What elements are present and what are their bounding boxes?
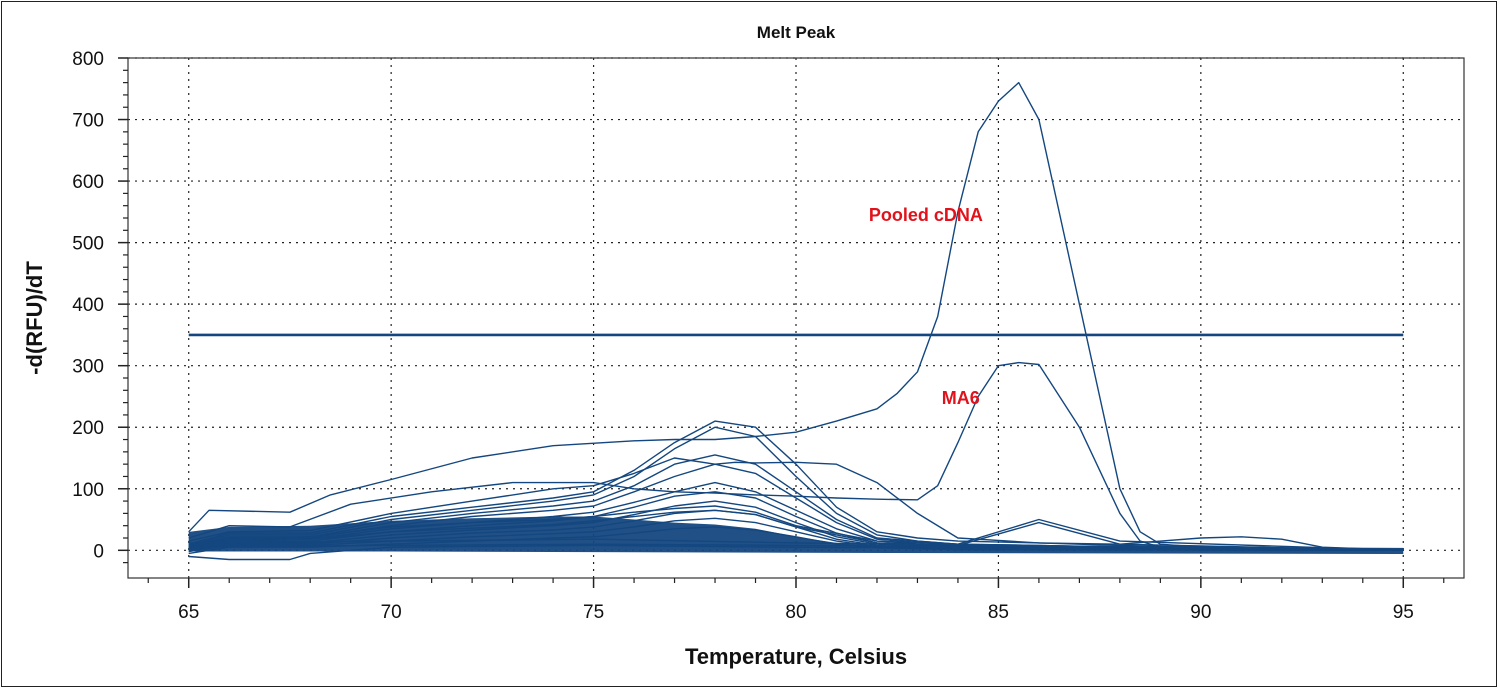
y-tick-label: 600 <box>72 172 104 193</box>
series-lines <box>188 81 1404 561</box>
x-tick-label: 85 <box>988 602 1009 623</box>
melt-curve-line <box>188 81 1404 551</box>
melt-curve-line <box>188 505 1404 551</box>
x-tick-label: 65 <box>178 602 199 623</box>
y-tick-label: 800 <box>72 49 104 70</box>
y-tick-label: 100 <box>72 480 104 501</box>
melt-curve-line <box>188 544 1404 561</box>
x-axis-label: Temperature, Celsius <box>685 644 907 669</box>
x-tick-label: 75 <box>583 602 604 623</box>
axes: 65 70 75 80 85 90 95 0 100 200 300 400 500 600 700 800 <box>72 49 1465 623</box>
melt-curve-line <box>188 509 1404 551</box>
y-tick-label: 0 <box>93 541 104 562</box>
y-tick-label: 200 <box>72 418 104 439</box>
y-tick-label: 700 <box>72 111 104 132</box>
melt-curve-line <box>188 491 1404 551</box>
annotation-pooled-cdna: Pooled cDNA <box>869 205 983 225</box>
melt-curve-line <box>188 457 1404 551</box>
y-tick-label: 500 <box>72 234 104 255</box>
x-tick-label: 70 <box>381 602 402 623</box>
x-tick-label: 90 <box>1190 602 1211 623</box>
x-tick-label: 95 <box>1393 602 1414 623</box>
melt-curve-line <box>188 538 1404 550</box>
melt-curve-line <box>188 481 1404 551</box>
y-tick-label: 300 <box>72 357 104 378</box>
y-axis-label: -d(RFU)/dT <box>22 261 47 375</box>
y-tick-label: 400 <box>72 295 104 316</box>
melt-curve-line <box>188 420 1404 551</box>
grid-lines <box>128 57 1464 578</box>
x-tick-label: 80 <box>785 602 806 623</box>
annotation-ma6: MA6 <box>942 388 980 408</box>
chart-title: Melt Peak <box>757 23 836 42</box>
